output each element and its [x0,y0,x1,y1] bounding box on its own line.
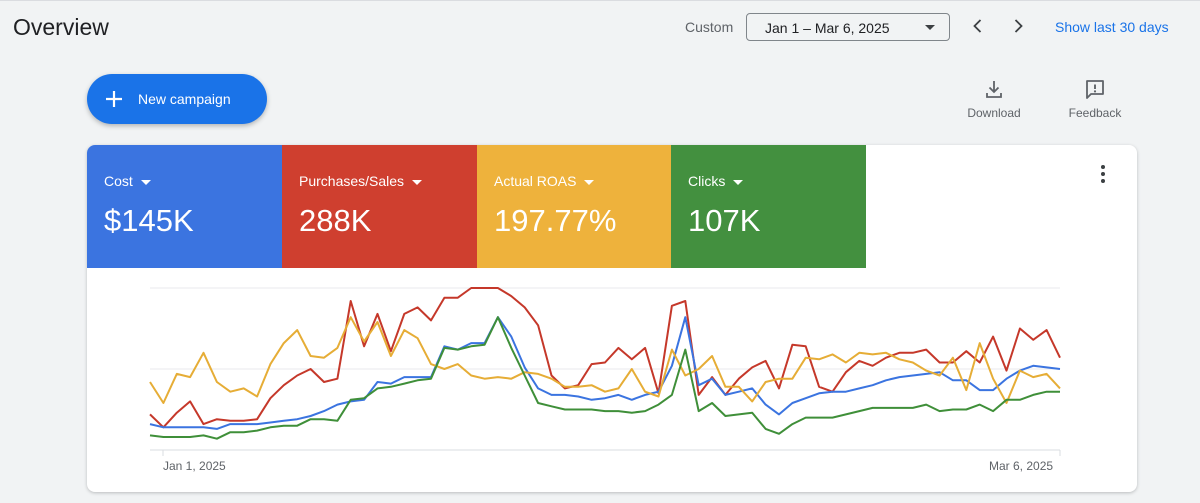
metric-value: 107K [688,203,761,238]
previous-period-button[interactable] [965,13,991,39]
dropdown-caret-icon [140,179,151,185]
metric-label: Actual ROAS [494,173,595,189]
x-axis-end-label: Mar 6, 2025 [989,459,1054,473]
metric-value: 197.77% [494,203,617,238]
metric-label: Purchases/Sales [299,173,423,189]
download-icon [986,81,1002,98]
metric-tile-actual-roas[interactable]: Actual ROAS 197.77% [477,145,672,268]
dropdown-caret-icon [733,179,744,185]
date-range-value: Jan 1 – Mar 6, 2025 [765,20,890,36]
new-campaign-label: New campaign [138,91,231,107]
metric-value: 288K [299,203,372,238]
metric-label: Cost [104,173,151,189]
dropdown-caret-icon [584,179,595,185]
download-label: Download [967,106,1021,120]
metric-value: $145K [104,203,194,238]
series-line-clicks [149,316,1060,440]
chevron-right-icon [1014,19,1023,33]
metric-label: Clicks [688,173,744,189]
top-border [0,0,1200,1]
feedback-icon [1086,80,1104,99]
dropdown-caret-icon [412,179,423,185]
chevron-left-icon [973,19,982,33]
new-campaign-button[interactable]: New campaign [87,74,267,124]
series-line-purchases-sales [149,287,1061,429]
metric-tile-clicks[interactable]: Clicks 107K [671,145,866,268]
download-button[interactable]: Download [964,78,1024,120]
x-axis-start-label: Jan 1, 2025 [163,459,226,473]
metric-tile-cost[interactable]: Cost $145K [87,145,282,268]
series-line-cost [149,316,1061,430]
page-title: Overview [13,14,109,40]
series-line-actual-roas [149,316,1061,404]
more-options-icon[interactable] [1093,163,1113,185]
plus-icon [106,91,122,107]
feedback-label: Feedback [1068,106,1122,120]
date-range-select[interactable]: Jan 1 – Mar 6, 2025 [746,13,950,41]
metric-tile-purchases-sales[interactable]: Purchases/Sales 288K [282,145,477,268]
date-range-type-label: Custom [685,19,734,35]
next-period-button[interactable] [1005,13,1031,39]
performance-line-chart [149,287,1061,456]
show-last-30-days-link[interactable]: Show last 30 days [1055,19,1169,35]
performance-card: Cost $145K Purchases/Sales 288K Actual R… [87,145,1137,492]
dropdown-caret-icon [925,25,935,30]
feedback-button[interactable]: Feedback [1062,78,1128,120]
